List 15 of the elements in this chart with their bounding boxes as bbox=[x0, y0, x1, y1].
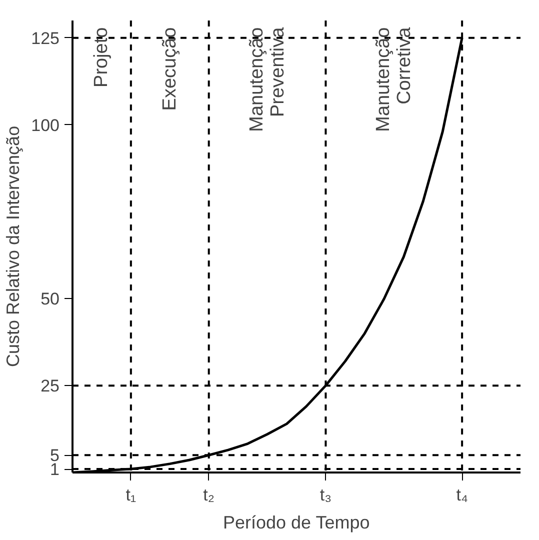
x-tick-label: t₁ bbox=[126, 486, 136, 504]
y-tick-label: 100 bbox=[31, 116, 60, 135]
x-tick-label: t₄ bbox=[456, 486, 468, 504]
y-tick-label: 25 bbox=[40, 376, 60, 396]
y-tick-label: 125 bbox=[31, 28, 60, 48]
x-tick-label: t₃ bbox=[320, 486, 332, 504]
annotation: Manutenção Preventiva bbox=[246, 26, 288, 132]
annotation: Projeto bbox=[91, 27, 112, 88]
y-tick-label: 1 bbox=[50, 460, 60, 480]
annotation: Execução bbox=[159, 27, 180, 111]
y-axis-title: Custo Relativo da Intervenção bbox=[3, 126, 24, 368]
x-axis-title: Período de Tempo bbox=[222, 512, 370, 532]
x-tick-label: t₂ bbox=[203, 486, 215, 504]
annotation: Manutenção Corretiva bbox=[372, 26, 415, 132]
y-tick-label: 50 bbox=[40, 290, 60, 309]
